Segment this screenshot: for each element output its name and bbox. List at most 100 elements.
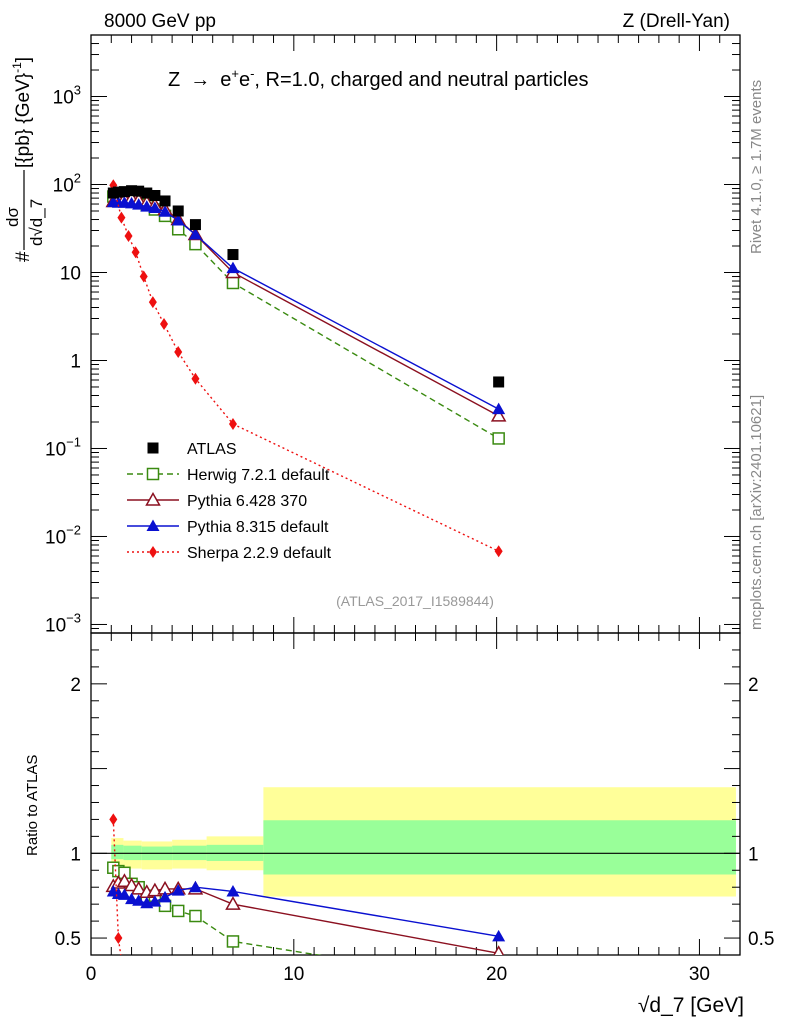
legend-label-herwig-7-2-1-default: Herwig 7.2.1 default: [187, 467, 330, 484]
atlas-point: [126, 185, 138, 197]
y-tick-label: 1: [70, 351, 81, 372]
legend-label-atlas: ATLAS: [187, 441, 237, 458]
pythia-8-315-default-ratio-point: [158, 890, 172, 903]
pythia-8-315-default-ratio-point: [117, 888, 131, 900]
legend-label-sherpa-2-2-9-default: Sherpa 2.2.9 default: [187, 545, 332, 562]
pythia-6-428-370-ratio-point: [130, 880, 147, 895]
herwig-7-2-1-default-ratio-point: [189, 909, 202, 923]
pythia-8-315-default-point: [140, 200, 154, 212]
process-label: Z (Drell-Yan): [623, 11, 730, 32]
pythia-6-428-370-ratio-point: [225, 896, 241, 910]
y-axis-label: # dσ d√d_7 [{pb} {GeV}-1]: [3, 57, 46, 262]
y-tick-label: 10−2: [45, 522, 81, 548]
atlas-point: [189, 219, 201, 231]
ratio-tick-label: 2: [70, 675, 81, 696]
legend-marker-atlas: [147, 442, 159, 454]
ratio-tick-label-right: 2: [748, 675, 759, 696]
sherpa-2-2-9-default-point: [131, 246, 140, 259]
stat-uncertainty-band: [263, 820, 736, 875]
y-label-denominator: d√d_7: [27, 199, 46, 246]
ratio-tick-label-right: 1: [748, 844, 759, 865]
pythia-6-428-370-ratio-point: [123, 877, 140, 892]
herwig-7-2-1-default-point: [189, 237, 202, 251]
main-series: [105, 179, 507, 558]
x-tick-label: 0: [86, 964, 97, 985]
uncertainty-bands: [111, 787, 736, 897]
legend-marker-pythia-6-428-370: [145, 491, 161, 506]
sherpa-2-2-9-default-point: [117, 211, 126, 224]
sherpa-2-2-9-default-point: [174, 345, 183, 358]
pythia-8-315-default-point: [188, 228, 202, 240]
sherpa-2-2-9-default-point: [228, 417, 237, 430]
pythia-8-315-default-point: [226, 261, 240, 274]
pythia-8-315-default-point: [492, 402, 506, 415]
atlas-point: [149, 189, 161, 201]
pythia-8-315-default-point: [148, 201, 162, 214]
pythia-8-315-default-ratio-point: [188, 880, 202, 893]
pythia-8-315-default-point: [171, 213, 185, 226]
pythia-8-315-default-ratio-point: [132, 894, 146, 906]
atlas-point: [159, 195, 171, 207]
main-frame: [90, 34, 741, 634]
pythia-8-315-default-point: [132, 198, 146, 210]
sherpa-2-2-9-default-ratio-point: [119, 966, 127, 978]
herwig-7-2-1-default-ratio-point: [226, 935, 240, 948]
pythia-6-428-370-ratio-point: [116, 873, 133, 888]
rivet-label: Rivet 4.1.0, ≥ 1.7M events: [748, 80, 765, 254]
x-tick-label: 30: [689, 964, 710, 985]
ratio-tick-label: 0.5: [55, 929, 81, 950]
sherpa-2-2-9-default-point: [160, 317, 169, 330]
atlas-point: [172, 205, 184, 217]
pythia-8-315-default-ratio-point: [226, 884, 240, 897]
stat-uncertainty-band: [111, 844, 124, 860]
ratio-series: [105, 813, 506, 978]
pythia-8-315-default-line: [113, 201, 499, 410]
y-tick-label: 102: [53, 171, 81, 197]
pythia-8-315-default-point: [158, 205, 172, 217]
sherpa-2-2-9-default-point: [191, 372, 200, 385]
ratio-y-label: Ratio to ATLAS: [24, 755, 41, 856]
sherpa-2-2-9-default-ratio-point: [109, 813, 118, 826]
legend: ATLAS Herwig 7.2.1 default Pythia 6.428 37…: [127, 441, 332, 562]
legend-marker-sherpa-2-2-9-default: [149, 546, 157, 558]
energy-label: 8000 GeV pp: [104, 11, 216, 32]
herwig-7-2-1-default-point: [492, 432, 505, 445]
x-tick-label: 10: [283, 964, 304, 985]
atlas-point: [227, 249, 239, 261]
pythia-8-315-default-ratio-point: [148, 895, 162, 907]
y-label-units: [{pb} {GeV}-1]: [10, 57, 34, 168]
atlas-point: [141, 187, 153, 199]
sherpa-2-2-9-default-point: [139, 270, 148, 283]
y-tick-label: 103: [53, 83, 81, 109]
sherpa-2-2-9-default-point: [494, 545, 503, 558]
x-tick-label: 20: [486, 964, 507, 985]
y-tick-label: 10: [60, 263, 81, 284]
plot-title: Z → e+e-, R=1.0, charged and neutral parti…: [168, 66, 589, 91]
atlas-point: [112, 186, 124, 198]
y-tick-label: 10−1: [45, 434, 81, 460]
pythia-8-315-default-ratio-point: [171, 884, 185, 896]
ratio-tick-label: 1: [70, 844, 81, 865]
atlas-point: [133, 185, 145, 197]
sherpa-2-2-9-default-point: [148, 296, 157, 309]
legend-label-pythia-6-428-370: Pythia 6.428 370: [187, 493, 307, 510]
pythia-6-428-370-ratio-point: [493, 945, 505, 955]
herwig-7-2-1-default-point: [226, 276, 240, 290]
y-tick-label: 10−3: [45, 610, 81, 636]
herwig-7-2-1-default-ratio-point: [171, 904, 185, 918]
mcplots-label: mcplots.cern.ch [arXiv:2401.10621]: [748, 395, 765, 630]
y-label-numerator: dσ: [3, 207, 22, 227]
sherpa-2-2-9-default-ratio-point: [114, 932, 123, 945]
atlas-point: [118, 186, 130, 198]
atlas-point: [493, 376, 505, 388]
ratio-tick-label-right: 0.5: [748, 929, 774, 950]
legend-marker-pythia-8-315-default: [146, 519, 160, 531]
herwig-7-2-1-default-line: [113, 195, 500, 440]
legend-label-pythia-8-315-default: Pythia 8.315 default: [187, 519, 329, 536]
y-label-hash: #: [13, 251, 34, 262]
sherpa-2-2-9-default-line: [112, 185, 499, 552]
pythia-8-315-default-ratio-point: [492, 929, 506, 942]
x-axis-label: √d_7 [GeV]: [638, 994, 744, 1017]
